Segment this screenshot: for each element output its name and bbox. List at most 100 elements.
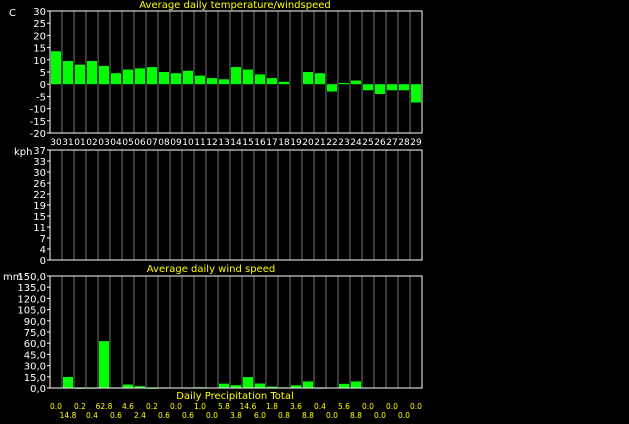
temperature-bar (339, 82, 349, 85)
date-tick-label: 28 (398, 138, 410, 148)
temperature-bar (219, 79, 229, 85)
precipitation-bar (303, 381, 313, 388)
temperature-y-tick-label: 30 (33, 7, 46, 18)
temperature-bar (147, 67, 157, 85)
windspeed-grid (61, 150, 411, 260)
temperature-bar (87, 61, 97, 85)
precipitation-bar (231, 385, 241, 388)
temperature-bar (303, 72, 313, 85)
precipitation-bar (267, 386, 277, 388)
date-tick-label: 19 (290, 138, 302, 148)
date-tick-label: 26 (374, 138, 386, 148)
windspeed-y-tick-label: 11 (33, 223, 46, 234)
precipitation-value-label: 0.0 (50, 402, 62, 411)
date-tick-label: 24 (350, 138, 362, 148)
precipitation-value-label: 0.0 (362, 402, 374, 411)
temperature-bar (51, 51, 61, 85)
temperature-bar (315, 73, 325, 85)
temperature-y-tick-label: 10 (33, 56, 46, 67)
precipitation-y-ticks: 150,0135,0120,0105,090,075,060,045,030,0… (17, 272, 50, 395)
precipitation-value-label: 1.8 (266, 402, 278, 411)
windspeed-y-tick-label: 0 (40, 256, 46, 267)
precipitation-bar (291, 385, 301, 388)
precipitation-value-label: 0.0 (398, 411, 410, 420)
precipitation-value-label: 0.6 (110, 411, 122, 420)
precipitation-y-tick-label: 90,0 (24, 317, 46, 328)
precipitation-value-label: 14.6 (240, 402, 257, 411)
temperature-bar (231, 67, 241, 85)
precipitation-bar (63, 376, 73, 388)
temperature-bar (171, 73, 181, 85)
precipitation-y-tick-label: 30,0 (24, 362, 46, 373)
precipitation-bar (339, 383, 349, 388)
precipitation-bar (243, 377, 253, 388)
windspeed-plot-frame (49, 149, 423, 261)
precipitation-bars (63, 341, 361, 389)
date-tick-label: 02 (86, 138, 97, 148)
precipitation-value-label: 0.0 (170, 402, 182, 411)
precipitation-value-label: 0.6 (158, 411, 170, 420)
windspeed-y-tick-label: 7 (40, 234, 46, 245)
precipitation-y-tick-label: 150,0 (17, 272, 46, 283)
precipitation-value-label: 6.0 (254, 411, 266, 420)
precipitation-value-label: 0.2 (146, 402, 158, 411)
windspeed-y-tick-label: 22 (33, 190, 46, 201)
precipitation-value-label: 0.8 (278, 411, 290, 420)
temperature-panel: Average daily temperature/windspeed C 30… (9, 0, 423, 148)
precipitation-value-label: 8.8 (350, 411, 362, 420)
temperature-y-tick-label: 20 (33, 31, 46, 42)
temperature-bar (327, 84, 337, 92)
date-tick-label: 14 (230, 138, 242, 148)
precipitation-y-tick-label: 15,0 (24, 373, 46, 384)
precipitation-panel: Average daily wind speed mm 150,0135,012… (3, 264, 423, 420)
windspeed-y-tick-label: 4 (40, 245, 46, 256)
date-tick-label: 25 (362, 138, 373, 148)
temperature-y-tick-label: -15 (30, 117, 46, 128)
temperature-bar (63, 61, 73, 85)
precipitation-grid (61, 276, 411, 388)
temperature-bar (411, 84, 421, 103)
date-tick-label: 13 (218, 138, 229, 148)
temperature-bar (159, 72, 169, 85)
precipitation-bar (99, 341, 109, 388)
date-tick-label: 03 (98, 138, 109, 148)
temperature-y-tick-label: -10 (30, 105, 46, 116)
temperature-bar (375, 84, 385, 94)
temperature-bar (363, 84, 373, 91)
date-tick-label: 23 (338, 138, 349, 148)
temperature-y-tick-label: -5 (36, 92, 46, 103)
precipitation-value-label: 0.0 (206, 411, 218, 420)
temperature-bar (135, 68, 145, 85)
precipitation-value-label: 0.6 (182, 411, 194, 420)
temperature-bar (387, 84, 397, 91)
date-tick-label: 01 (74, 138, 85, 148)
temperature-y-tick-label: 5 (40, 68, 46, 79)
temperature-bar (243, 69, 253, 85)
precipitation-value-label: 3.8 (230, 411, 242, 420)
precipitation-bar (219, 383, 229, 388)
date-tick-label: 27 (386, 138, 397, 148)
precipitation-value-label: 0.2 (74, 402, 86, 411)
precipitation-y-tick-label: 105,0 (17, 306, 46, 317)
precipitation-y-tick-label: 60,0 (24, 339, 46, 350)
precipitation-value-label: 4.6 (122, 402, 134, 411)
temperature-unit-label: C (9, 8, 16, 19)
precipitation-chart-title: Average daily wind speed (147, 264, 275, 275)
date-tick-label: 22 (326, 138, 337, 148)
temperature-bar (351, 80, 361, 85)
date-tick-label: 31 (62, 138, 73, 148)
date-tick-label: 07 (146, 138, 157, 148)
date-tick-label: 11 (194, 138, 205, 148)
date-tick-label: 08 (158, 138, 170, 148)
temperature-bar (75, 64, 85, 85)
temperature-y-tick-label: -20 (30, 129, 46, 140)
date-tick-label: 09 (170, 138, 182, 148)
precipitation-value-label: 8.8 (302, 411, 314, 420)
temperature-bar (183, 70, 193, 85)
date-tick-label: 10 (182, 138, 194, 148)
windspeed-y-tick-label: 33 (33, 157, 46, 168)
date-tick-label: 30 (50, 138, 62, 148)
date-tick-label: 06 (134, 138, 146, 148)
